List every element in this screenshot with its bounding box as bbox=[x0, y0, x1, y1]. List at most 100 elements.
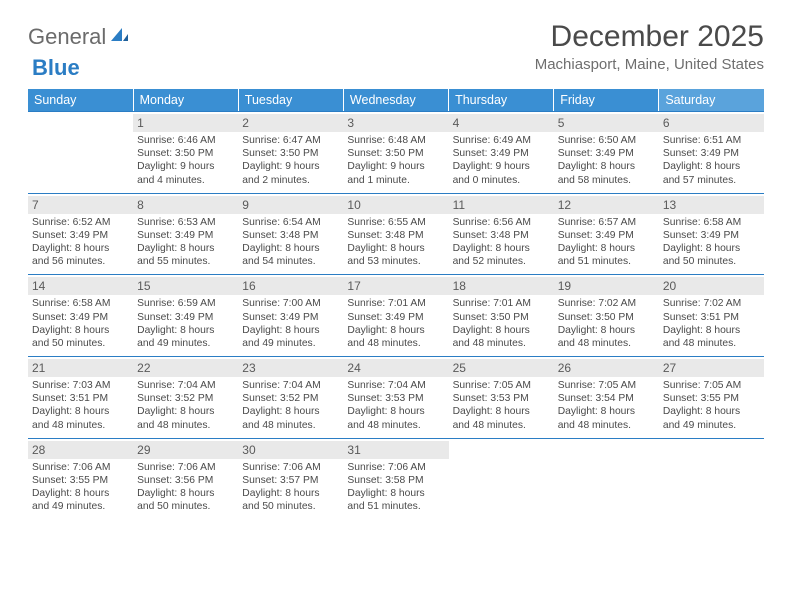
weekday-header: Saturday bbox=[659, 89, 764, 111]
day-info: Sunrise: 6:46 AMSunset: 3:50 PMDaylight:… bbox=[137, 134, 234, 187]
day-number: 19 bbox=[554, 277, 659, 295]
day-info: Sunrise: 7:06 AMSunset: 3:58 PMDaylight:… bbox=[347, 461, 444, 514]
calendar-cell: 14 Sunrise: 6:58 AMSunset: 3:49 PMDayligh… bbox=[28, 274, 133, 356]
calendar-table: SundayMondayTuesdayWednesdayThursdayFrid… bbox=[28, 89, 764, 519]
day-info: Sunrise: 6:49 AMSunset: 3:49 PMDaylight:… bbox=[453, 134, 550, 187]
calendar-cell: 27Sunrise: 7:05 AMSunset: 3:55 PMDayligh… bbox=[659, 356, 764, 438]
calendar-cell: 7Sunrise: 6:52 AMSunset: 3:49 PMDaylight… bbox=[28, 193, 133, 275]
calendar-week-row: 7Sunrise: 6:52 AMSunset: 3:49 PMDaylight… bbox=[28, 193, 764, 275]
day-number: 27 bbox=[659, 359, 764, 377]
day-number: 3 bbox=[343, 114, 448, 132]
logo-text-blue: Blue bbox=[32, 55, 80, 80]
calendar-cell bbox=[554, 438, 659, 520]
calendar-cell: 13 Sunrise: 6:58 AMSunset: 3:49 PMDayligh… bbox=[659, 193, 764, 275]
day-number: 23 bbox=[238, 359, 343, 377]
calendar-cell: 23 Sunrise: 7:04 AMSunset: 3:52 PMDayligh… bbox=[238, 356, 343, 438]
day-info: Sunrise: 6:58 AMSunset: 3:49 PMDaylight:… bbox=[32, 297, 129, 350]
calendar-cell: 3Sunrise: 6:48 AMSunset: 3:50 PMDaylight… bbox=[343, 111, 448, 193]
day-info: Sunrise: 7:06 AMSunset: 3:57 PMDaylight:… bbox=[242, 461, 339, 514]
day-number: 18 bbox=[449, 277, 554, 295]
weekday-header: Sunday bbox=[28, 89, 133, 111]
day-number: 21 bbox=[28, 359, 133, 377]
day-number: 2 bbox=[238, 114, 343, 132]
day-number: 26 bbox=[554, 359, 659, 377]
calendar-cell: 10Sunrise: 6:55 AMSunset: 3:48 PMDayligh… bbox=[343, 193, 448, 275]
calendar-cell bbox=[449, 438, 554, 520]
weekday-header-row: SundayMondayTuesdayWednesdayThursdayFrid… bbox=[28, 89, 764, 111]
calendar-cell: 22 Sunrise: 7:04 AMSunset: 3:52 PMDayligh… bbox=[133, 356, 238, 438]
weekday-header: Friday bbox=[554, 89, 659, 111]
calendar-cell: 1 Sunrise: 6:46 AMSunset: 3:50 PMDaylight… bbox=[133, 111, 238, 193]
logo-text-general: General bbox=[28, 24, 106, 50]
day-number: 1 bbox=[133, 114, 238, 132]
calendar-week-row: 28Sunrise: 7:06 AMSunset: 3:55 PMDayligh… bbox=[28, 438, 764, 520]
calendar-cell: 17 Sunrise: 7:01 AMSunset: 3:49 PMDayligh… bbox=[343, 274, 448, 356]
day-info: Sunrise: 6:51 AMSunset: 3:49 PMDaylight:… bbox=[663, 134, 760, 187]
logo: General bbox=[28, 24, 129, 50]
day-info: Sunrise: 7:01 AMSunset: 3:50 PMDaylight:… bbox=[453, 297, 550, 350]
day-info: Sunrise: 7:02 AMSunset: 3:50 PMDaylight:… bbox=[558, 297, 655, 350]
calendar-cell: 24 Sunrise: 7:04 AMSunset: 3:53 PMDayligh… bbox=[343, 356, 448, 438]
calendar-cell: 19 Sunrise: 7:02 AMSunset: 3:50 PMDayligh… bbox=[554, 274, 659, 356]
calendar-cell: 12Sunrise: 6:57 AMSunset: 3:49 PMDayligh… bbox=[554, 193, 659, 275]
calendar-cell: 15 Sunrise: 6:59 AMSunset: 3:49 PMDayligh… bbox=[133, 274, 238, 356]
title-block: December 2025 Machiasport, Maine, United… bbox=[535, 20, 764, 73]
calendar-week-row: 1 Sunrise: 6:46 AMSunset: 3:50 PMDaylight… bbox=[28, 111, 764, 193]
calendar-cell bbox=[28, 111, 133, 193]
month-title: December 2025 bbox=[535, 20, 764, 54]
day-info: Sunrise: 7:04 AMSunset: 3:52 PMDaylight:… bbox=[137, 379, 234, 432]
day-number: 4 bbox=[449, 114, 554, 132]
day-number: 15 bbox=[133, 277, 238, 295]
day-number: 13 bbox=[659, 196, 764, 214]
calendar-cell: 29Sunrise: 7:06 AMSunset: 3:56 PMDayligh… bbox=[133, 438, 238, 520]
day-info: Sunrise: 6:55 AMSunset: 3:48 PMDaylight:… bbox=[347, 216, 444, 269]
calendar-week-row: 14 Sunrise: 6:58 AMSunset: 3:49 PMDayligh… bbox=[28, 274, 764, 356]
day-info: Sunrise: 6:57 AMSunset: 3:49 PMDaylight:… bbox=[558, 216, 655, 269]
day-number: 8 bbox=[133, 196, 238, 214]
calendar-cell: 21 Sunrise: 7:03 AMSunset: 3:51 PMDayligh… bbox=[28, 356, 133, 438]
day-number: 11 bbox=[449, 196, 554, 214]
weekday-header: Tuesday bbox=[238, 89, 343, 111]
day-info: Sunrise: 7:01 AMSunset: 3:49 PMDaylight:… bbox=[347, 297, 444, 350]
day-info: Sunrise: 6:56 AMSunset: 3:48 PMDaylight:… bbox=[453, 216, 550, 269]
day-info: Sunrise: 6:53 AMSunset: 3:49 PMDaylight:… bbox=[137, 216, 234, 269]
calendar-cell: 5 Sunrise: 6:50 AMSunset: 3:49 PMDaylight… bbox=[554, 111, 659, 193]
calendar-cell: 25Sunrise: 7:05 AMSunset: 3:53 PMDayligh… bbox=[449, 356, 554, 438]
weekday-header: Wednesday bbox=[343, 89, 448, 111]
calendar-cell: 20Sunrise: 7:02 AMSunset: 3:51 PMDayligh… bbox=[659, 274, 764, 356]
calendar-cell: 2 Sunrise: 6:47 AMSunset: 3:50 PMDaylight… bbox=[238, 111, 343, 193]
calendar-cell: 6Sunrise: 6:51 AMSunset: 3:49 PMDaylight… bbox=[659, 111, 764, 193]
day-number: 22 bbox=[133, 359, 238, 377]
day-number: 17 bbox=[343, 277, 448, 295]
day-number: 31 bbox=[343, 441, 448, 459]
day-info: Sunrise: 7:00 AMSunset: 3:49 PMDaylight:… bbox=[242, 297, 339, 350]
day-info: Sunrise: 7:04 AMSunset: 3:53 PMDaylight:… bbox=[347, 379, 444, 432]
weekday-header: Monday bbox=[133, 89, 238, 111]
day-info: Sunrise: 6:58 AMSunset: 3:49 PMDaylight:… bbox=[663, 216, 760, 269]
day-number: 24 bbox=[343, 359, 448, 377]
day-number: 25 bbox=[449, 359, 554, 377]
logo-sail-icon bbox=[109, 24, 129, 50]
day-number: 5 bbox=[554, 114, 659, 132]
location-text: Machiasport, Maine, United States bbox=[535, 56, 764, 73]
day-info: Sunrise: 6:47 AMSunset: 3:50 PMDaylight:… bbox=[242, 134, 339, 187]
day-info: Sunrise: 7:06 AMSunset: 3:56 PMDaylight:… bbox=[137, 461, 234, 514]
calendar-cell: 4 Sunrise: 6:49 AMSunset: 3:49 PMDaylight… bbox=[449, 111, 554, 193]
calendar-cell: 26 Sunrise: 7:05 AMSunset: 3:54 PMDayligh… bbox=[554, 356, 659, 438]
calendar-cell: 28Sunrise: 7:06 AMSunset: 3:55 PMDayligh… bbox=[28, 438, 133, 520]
day-info: Sunrise: 6:59 AMSunset: 3:49 PMDaylight:… bbox=[137, 297, 234, 350]
day-number: 16 bbox=[238, 277, 343, 295]
weekday-header: Thursday bbox=[449, 89, 554, 111]
day-info: Sunrise: 7:02 AMSunset: 3:51 PMDaylight:… bbox=[663, 297, 760, 350]
calendar-cell: 11 Sunrise: 6:56 AMSunset: 3:48 PMDayligh… bbox=[449, 193, 554, 275]
calendar-cell: 8 Sunrise: 6:53 AMSunset: 3:49 PMDaylight… bbox=[133, 193, 238, 275]
day-info: Sunrise: 7:03 AMSunset: 3:51 PMDaylight:… bbox=[32, 379, 129, 432]
day-info: Sunrise: 7:04 AMSunset: 3:52 PMDaylight:… bbox=[242, 379, 339, 432]
day-info: Sunrise: 6:52 AMSunset: 3:49 PMDaylight:… bbox=[32, 216, 129, 269]
day-number: 30 bbox=[238, 441, 343, 459]
calendar-week-row: 21 Sunrise: 7:03 AMSunset: 3:51 PMDayligh… bbox=[28, 356, 764, 438]
day-number: 14 bbox=[28, 277, 133, 295]
day-info: Sunrise: 7:05 AMSunset: 3:54 PMDaylight:… bbox=[558, 379, 655, 432]
day-info: Sunrise: 6:50 AMSunset: 3:49 PMDaylight:… bbox=[558, 134, 655, 187]
calendar-cell bbox=[659, 438, 764, 520]
